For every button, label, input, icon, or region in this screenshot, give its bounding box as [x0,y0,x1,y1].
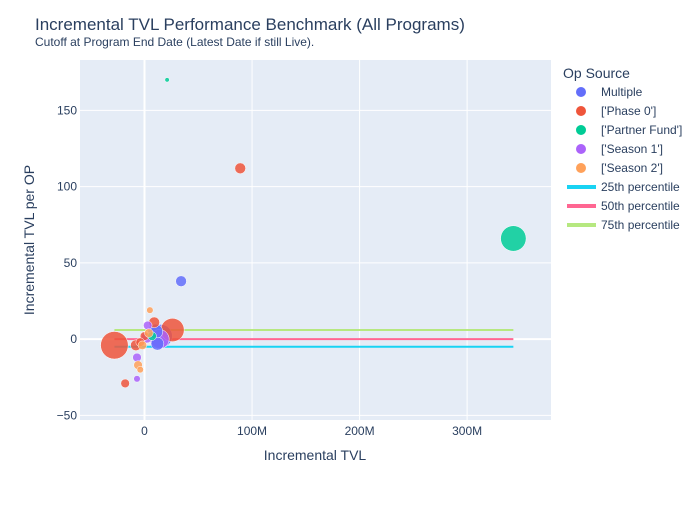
legend-label: 75th percentile [601,218,680,232]
legend: Op Source Multiple ['Phase 0'] ['Partner F… [563,65,682,232]
data-point [500,225,527,252]
data-point [143,320,153,331]
data-point [150,337,165,351]
legend-label: Multiple [601,85,643,99]
data-point [144,328,154,338]
x-tick-labels: 0 100M 200M 300M [141,424,482,438]
y-tick-label: 150 [57,103,77,117]
y-tick-label: 100 [57,180,77,194]
legend-label: ['Phase 0'] [601,104,656,118]
x-tick-label: 300M [452,424,482,438]
legend-marker [576,106,586,116]
x-tick-label: 0 [141,424,148,438]
chart-subtitle: Cutoff at Program End Date (Latest Date … [35,35,314,49]
legend-label: ['Season 1'] [601,142,663,156]
data-point [100,331,129,360]
y-tick-labels: −50 0 50 100 150 [57,103,78,422]
y-tick-label: 0 [70,332,77,346]
data-point [120,378,130,388]
legend-marker [576,163,586,173]
y-tick-label: 50 [64,256,78,270]
data-point [175,275,187,287]
legend-marker [576,87,586,97]
y-tick-label: −50 [57,408,78,422]
legend-label: 50th percentile [601,199,680,213]
legend-title: Op Source [563,65,630,81]
plot-area [80,60,551,420]
data-point [164,77,170,83]
legend-marker [576,125,586,135]
data-point [137,340,147,350]
legend-label: 25th percentile [601,180,680,194]
x-axis-title: Incremental TVL [264,447,367,463]
data-point [234,162,246,174]
x-tick-label: 200M [345,424,375,438]
y-axis-title: Incremental TVL per OP [21,165,37,315]
data-points [100,77,527,388]
data-point [146,306,154,314]
chart-title: Incremental TVL Performance Benchmark (A… [35,15,465,34]
data-point [132,352,142,363]
x-tick-label: 100M [237,424,267,438]
data-point [133,375,141,383]
legend-label: ['Partner Fund'] [601,123,682,137]
legend-label: ['Season 2'] [601,161,663,175]
data-point [136,366,144,374]
legend-marker [576,144,586,154]
